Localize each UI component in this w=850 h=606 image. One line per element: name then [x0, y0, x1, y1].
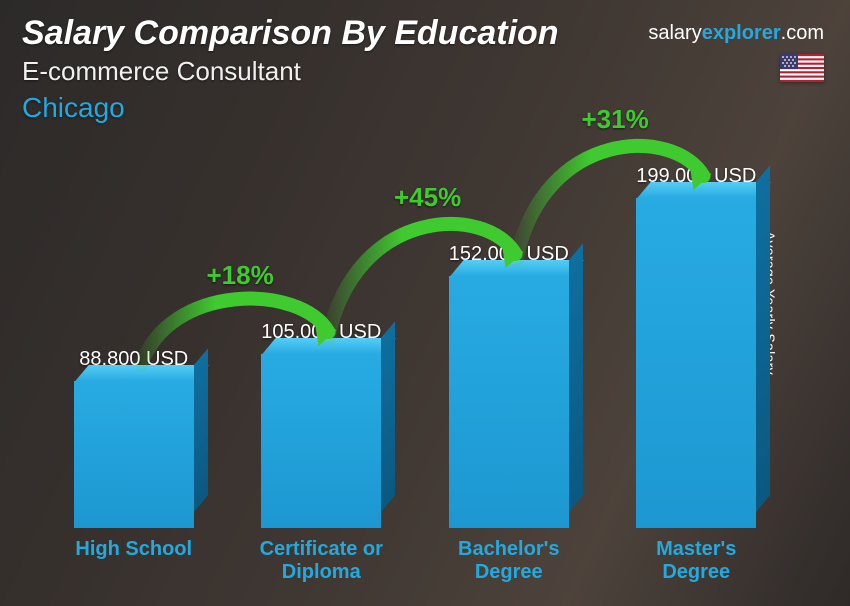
increase-percent-label: +18%: [207, 260, 274, 291]
bar-category-label: High School: [75, 538, 192, 586]
job-title: E-commerce Consultant: [22, 56, 301, 87]
bar-chart: 88,800 USD High School 105,000 USD Certi…: [40, 120, 790, 586]
brand-logo: salaryexplorer.com: [648, 22, 824, 45]
increase-percent-label: +45%: [394, 182, 461, 213]
bar-category-label: Master'sDegree: [656, 538, 736, 586]
brand-bold: explorer: [702, 22, 781, 44]
increase-arc: +31%: [506, 102, 734, 290]
increase-percent-label: +31%: [582, 104, 649, 135]
bar: [74, 381, 194, 528]
infographic: Salary Comparison By Education E-commerc…: [0, 0, 850, 606]
brand-suffix: .com: [781, 22, 824, 44]
page-title: Salary Comparison By Education: [22, 14, 559, 53]
country-flag-icon: [780, 54, 824, 82]
bar-category-label: Bachelor'sDegree: [458, 538, 559, 586]
bar-category-label: Certificate orDiploma: [260, 538, 383, 586]
brand-prefix: salary: [648, 22, 701, 44]
